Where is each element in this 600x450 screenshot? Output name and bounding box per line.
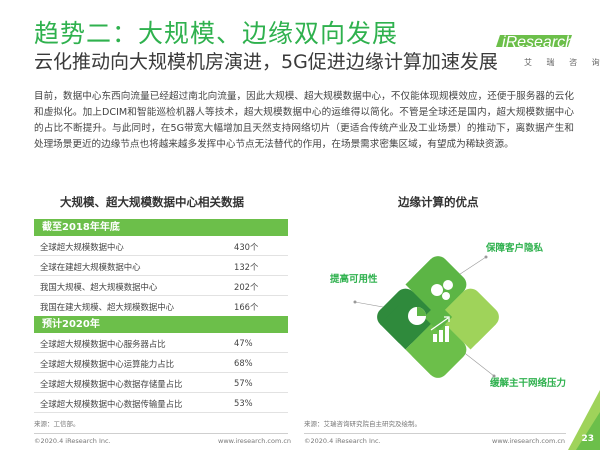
- row-label: 我国大规模、超大规模数据中心: [40, 282, 158, 292]
- bar-growth-icon: [430, 316, 450, 342]
- footer-divider-left: [34, 433, 288, 434]
- row-label: 全球超大规模数据中心服务器占比: [40, 339, 166, 349]
- url-right: www.iresearch.com.cn: [492, 437, 566, 445]
- logo-wordmark: iResearch: [502, 34, 574, 52]
- table-row: 全球在建超大规模数据中心 132个: [34, 256, 288, 276]
- row-value: 53%: [234, 398, 253, 408]
- logo-chinese: 艾 瑞 咨 询: [524, 58, 600, 67]
- connector-dot: [492, 374, 496, 378]
- logo-research: Research: [505, 34, 575, 51]
- row-label: 全球超大规模数据中心数据存储量占比: [40, 379, 183, 389]
- row-value: 57%: [234, 378, 253, 388]
- copyright-left: ©2020.4 iResearch Inc.: [34, 437, 111, 445]
- row-value: 430个: [234, 242, 259, 252]
- pie-chart-icon: [408, 307, 426, 325]
- row-value: 166个: [234, 302, 259, 312]
- row-value: 132个: [234, 262, 259, 272]
- table-row: 全球超大规模数据中心服务器占比 47%: [34, 333, 288, 353]
- page-number: 23: [581, 434, 594, 444]
- row-value: 47%: [234, 338, 253, 348]
- row-label: 全球超大规模数据中心数据传输量占比: [40, 399, 183, 409]
- url-left: www.iresearch.com.cn: [218, 437, 292, 445]
- source-left: 来源：工信部。: [34, 420, 80, 428]
- cluster-icon: [431, 280, 453, 300]
- logo-swoosh-icon: [496, 35, 572, 47]
- advantage-label-privacy: 保障客户隐私: [485, 242, 544, 254]
- page-title: 趋势二：大规模、边缘双向发展: [34, 19, 399, 48]
- row-label: 全球超大规模数据中心: [40, 242, 124, 252]
- table-row: 我国大规模、超大规模数据中心 202个: [34, 276, 288, 296]
- page-subtitle: 云化推动向大规模机房演进，5G促进边缘计算加速发展: [34, 51, 498, 73]
- advantage-label-backbone: 缓解主干网络压力: [490, 377, 566, 389]
- source-right: 来源：艾瑞咨询研究院自主研究及绘制。: [304, 420, 421, 428]
- row-label: 全球在建超大规模数据中心: [40, 262, 141, 272]
- row-value: 202个: [234, 282, 259, 292]
- logo-i: i: [502, 34, 506, 51]
- row-label: 全球超大规模数据中心运算能力占比: [40, 359, 174, 369]
- section-header-2020: 预计2020年: [34, 316, 288, 333]
- row-label: 我国在建大规模、超大规模数据中心: [40, 302, 174, 312]
- page-corner-decoration: [568, 390, 600, 450]
- section-header-2018: 截至2018年年底: [34, 219, 288, 236]
- row-value: 68%: [234, 358, 253, 368]
- connector-dot: [353, 300, 357, 304]
- data-table: 截至2018年年底 全球超大规模数据中心 430个 全球在建超大规模数据中心 132…: [34, 219, 288, 413]
- edge-computing-diagram: 保障客户隐私 提高可用性 缓解主干网络压力: [330, 242, 566, 389]
- left-panel-heading: 大规模、超大规模数据中心相关数据: [60, 195, 244, 209]
- table-row: 全球超大规模数据中心运算能力占比 68%: [34, 353, 288, 373]
- connector-dot: [484, 255, 488, 259]
- iresearch-logo: iResearch 艾 瑞 咨 询: [494, 28, 600, 70]
- table-row: 全球超大规模数据中心数据传输量占比 53%: [34, 393, 288, 413]
- body-paragraph: 目前，数据中心东西向流量已经超过南北向流量，因此大规模、超大规模数据中心，不仅能…: [34, 91, 574, 150]
- copyright-right: ©2020.4 iResearch Inc.: [304, 437, 381, 445]
- table-row: 全球超大规模数据中心数据存储量占比 57%: [34, 373, 288, 393]
- right-panel-heading: 边缘计算的优点: [398, 195, 479, 209]
- table-row: 我国在建大规模、超大规模数据中心 166个: [34, 296, 288, 316]
- footer-divider-right: [304, 433, 566, 434]
- advantage-label-availability: 提高可用性: [330, 273, 378, 285]
- table-row: 全球超大规模数据中心 430个: [34, 236, 288, 256]
